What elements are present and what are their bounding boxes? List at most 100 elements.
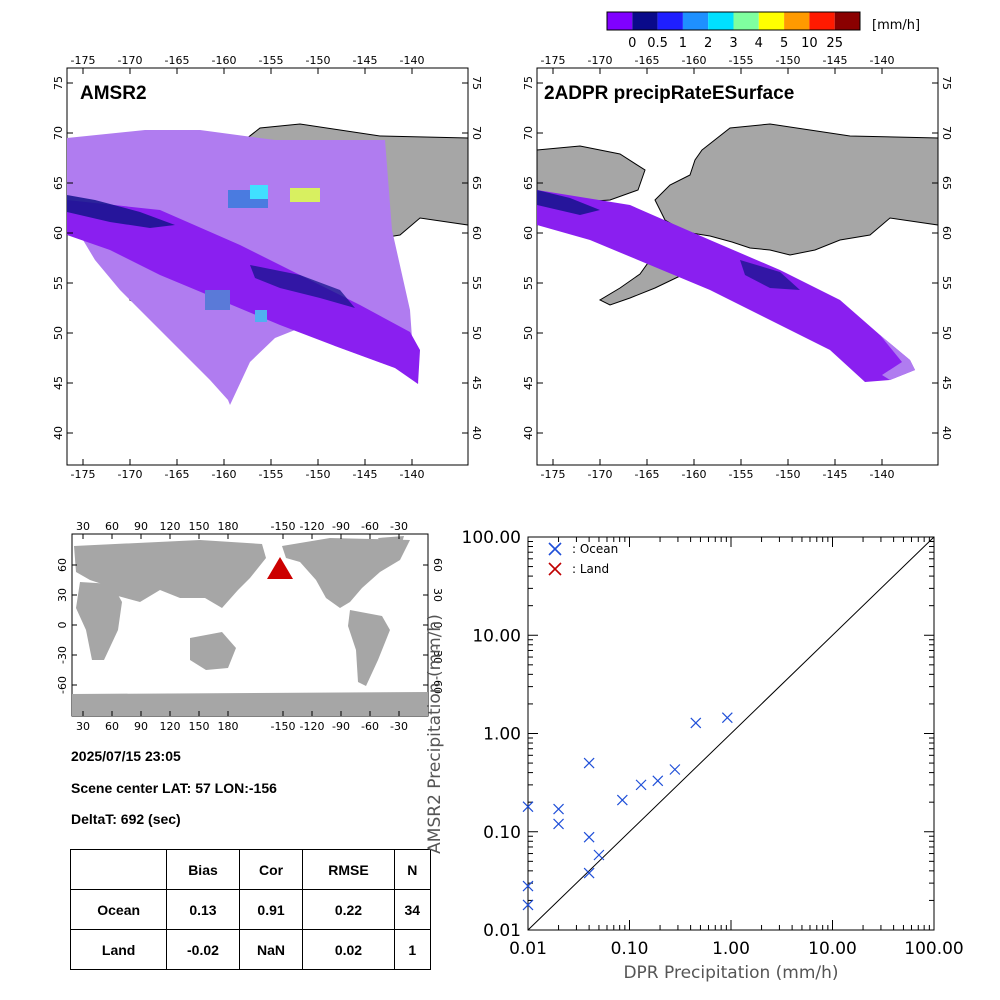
lat-tick-label: 55 [470, 276, 483, 290]
world-lat-label: 60 [56, 558, 69, 572]
stats-cell: NaN [238, 929, 304, 970]
amsr2-yellow-cell [290, 188, 320, 202]
x-tick-label: 100.00 [904, 939, 963, 959]
world-lon-label: 120 [160, 520, 181, 533]
world-map: 30 60 90 120 150 180 -150 -120 -90 -60 -30 30 60 90 1… [56, 520, 444, 733]
colorbar-label: 4 [755, 36, 763, 50]
lon-tick-label: -160 [212, 54, 237, 67]
scene-center-marker [267, 557, 293, 579]
world-lon-label: -150 [271, 520, 296, 533]
world-lon-label: 30 [76, 520, 90, 533]
stats-header-row: Bias Cor RMSE N [69, 849, 432, 890]
lat-tick-label: 40 [522, 426, 535, 440]
lat-tick-label: 75 [470, 76, 483, 90]
colorbar-cell [758, 12, 785, 30]
colorbar-label: 1 [679, 36, 687, 50]
world-lon-label: 60 [105, 720, 119, 733]
dpr-title: 2ADPR precipRateESurface [544, 83, 794, 104]
lat-tick-label: 50 [470, 326, 483, 340]
colorbar: 0 0.5 1 2 3 4 5 10 25 [mm/h] [606, 11, 920, 50]
lon-tick-label: -150 [776, 54, 801, 67]
greenland-land [378, 536, 404, 556]
lat-tick-label: 40 [470, 426, 483, 440]
colorbar-cell [733, 12, 759, 30]
y-tick-label: 10.00 [472, 626, 521, 646]
scatter-x-label: DPR Precipitation (mm/h) [623, 963, 838, 983]
dpr-darkband [537, 190, 600, 215]
lat-tick-label: 70 [940, 126, 953, 140]
world-lon-label: 90 [134, 520, 148, 533]
delta-t: DeltaT: 692 (sec) [71, 811, 181, 827]
amsr2-darkband [67, 195, 175, 228]
world-lon-label: -60 [361, 520, 379, 533]
lat-tick-label: 50 [940, 326, 953, 340]
lon-tick-label: -155 [729, 468, 754, 481]
world-lon-label: -60 [361, 720, 379, 733]
stats-header-cell: RMSE [302, 849, 395, 890]
scene-center: Scene center LAT: 57 LON:-156 [71, 780, 277, 796]
world-lat-label: 0 [56, 622, 69, 629]
colorbar-unit: [mm/h] [872, 18, 920, 33]
lat-tick-label: 50 [52, 326, 65, 340]
lon-tick-label: -175 [541, 54, 566, 67]
colorbar-label: 0.5 [647, 36, 668, 50]
colorbar-label: 5 [780, 36, 788, 50]
lon-tick-label: -155 [259, 54, 284, 67]
scatter-point [652, 775, 664, 787]
lon-tick-label: -175 [71, 468, 96, 481]
dpr-lon-ticks-bottom: -175 -170 -165 -160 -155 -150 -145 -140 [541, 459, 894, 481]
lon-tick-label: -145 [353, 54, 378, 67]
y-tick-label: 0.01 [483, 921, 521, 941]
amsr2-lat-ticks-right: 40 45 50 55 60 65 70 75 [462, 76, 483, 440]
lat-tick-label: 60 [470, 226, 483, 240]
dpr-map: 2ADPR precipRateESurface -175 -170 -165 -16… [522, 54, 953, 481]
lat-tick-label: 65 [470, 176, 483, 190]
lat-tick-label: 55 [52, 276, 65, 290]
world-lon-label: 150 [189, 520, 210, 533]
scatter-point [635, 779, 647, 791]
legend-label: : Land [572, 562, 609, 576]
lat-tick-label: 65 [522, 176, 535, 190]
colorbar-cell [834, 12, 860, 30]
dpr-lon-ticks-top: -175 -170 -165 -160 -155 -150 -145 -140 [541, 54, 894, 74]
scatter-point [553, 803, 564, 815]
stats-header-cell: N [393, 849, 432, 890]
lat-tick-label: 45 [52, 376, 65, 390]
lat-tick-label: 75 [52, 76, 65, 90]
lon-tick-label: -150 [306, 468, 331, 481]
colorbar-cell [708, 12, 734, 30]
world-lat-ticks-right: 60 30 0 -30 -60 [423, 558, 444, 694]
world-lon-label: 150 [189, 720, 210, 733]
australia-land [190, 632, 236, 670]
amsr2-title: AMSR2 [80, 83, 147, 104]
colorbar-label: 10 [801, 36, 818, 50]
lon-tick-label: -155 [259, 468, 284, 481]
world-lat-label: 30 [56, 588, 69, 602]
dpr-darkband-2 [740, 260, 800, 290]
lon-tick-label: -165 [635, 468, 660, 481]
lon-tick-label: -165 [165, 54, 190, 67]
world-land [72, 536, 428, 716]
lat-tick-label: 70 [522, 126, 535, 140]
world-lat-label: -60 [56, 676, 69, 694]
stats-cell: -0.02 [166, 929, 240, 970]
eurasia-land [74, 540, 266, 608]
y-tick-label: 0.10 [483, 823, 521, 843]
amsr2-blue-cell-2 [205, 290, 230, 310]
lon-tick-label: -140 [400, 54, 425, 67]
lon-tick-label: -170 [588, 468, 613, 481]
world-lon-label: -90 [332, 520, 350, 533]
y-tick-label: 100.00 [462, 528, 521, 548]
x-tick-label: 0.10 [611, 939, 649, 959]
lon-tick-label: -160 [212, 468, 237, 481]
africa-land [76, 582, 122, 660]
lat-tick-label: 45 [470, 376, 483, 390]
lon-tick-label: -145 [823, 468, 848, 481]
lon-tick-label: -160 [682, 54, 707, 67]
amsr2-darkband-2 [250, 265, 355, 308]
stats-cell: 0.02 [302, 929, 395, 970]
amsr2-swath-band [67, 200, 420, 384]
scatter-x-ticks: 0.01 0.10 1.00 10.00 100.00 [509, 537, 964, 959]
world-lat-label: 30 [431, 588, 444, 602]
stats-cell: Ocean [69, 889, 168, 930]
